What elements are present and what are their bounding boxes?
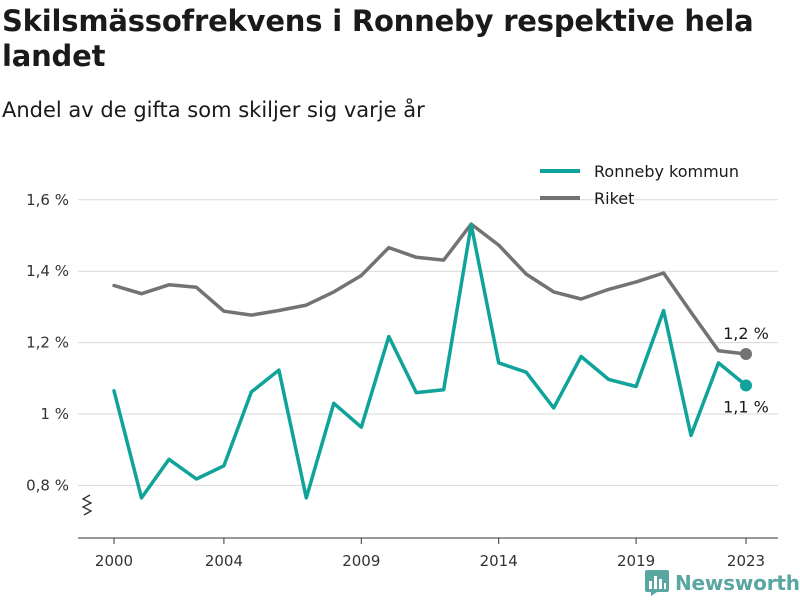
- y-tick-label: 1,4 %: [26, 262, 69, 280]
- series-end-label: 1,2 %: [723, 324, 769, 343]
- series-end-point: [740, 379, 752, 392]
- series-end-label: 1,1 %: [723, 397, 769, 416]
- chart-title: Skilsmässofrekvens i Ronneby respektive …: [2, 4, 754, 73]
- legend-label: Riket: [594, 189, 634, 208]
- axis-break-icon: [81, 494, 93, 516]
- series-line: [112, 222, 748, 356]
- bar-chart-icon: [645, 570, 669, 596]
- x-tick-label: 2004: [205, 552, 243, 570]
- legend: Ronneby kommun Riket: [540, 162, 739, 208]
- y-tick-label: 1,6 %: [26, 191, 69, 209]
- y-axis-ticks: 0,8 % 1 % 1,2 % 1,4 % 1,6 %: [26, 191, 69, 495]
- x-tick-label: 2019: [617, 552, 655, 570]
- brand-name: Newsworthy: [675, 571, 800, 595]
- x-tick-label: 2023: [727, 552, 765, 570]
- x-axis: 2000 2004 2009 2014 2019 2023: [78, 494, 778, 570]
- series-lines: 1,2 % 1,1 %: [112, 222, 769, 500]
- y-tick-label: 1,2 %: [26, 334, 69, 352]
- newsworthy-logo: Newsworthy: [645, 568, 800, 598]
- x-tick-label: 2000: [95, 552, 133, 570]
- legend-label: Ronneby kommun: [594, 162, 739, 181]
- x-tick-label: 2014: [480, 552, 518, 570]
- y-tick-label: 1 %: [40, 405, 69, 423]
- x-tick-label: 2009: [342, 552, 380, 570]
- series-line: [112, 223, 748, 500]
- y-tick-label: 0,8 %: [26, 476, 69, 494]
- gridlines: [78, 199, 778, 486]
- series-end-point: [740, 348, 752, 361]
- chart-subtitle: Andel av de gifta som skiljer sig varje …: [2, 98, 425, 122]
